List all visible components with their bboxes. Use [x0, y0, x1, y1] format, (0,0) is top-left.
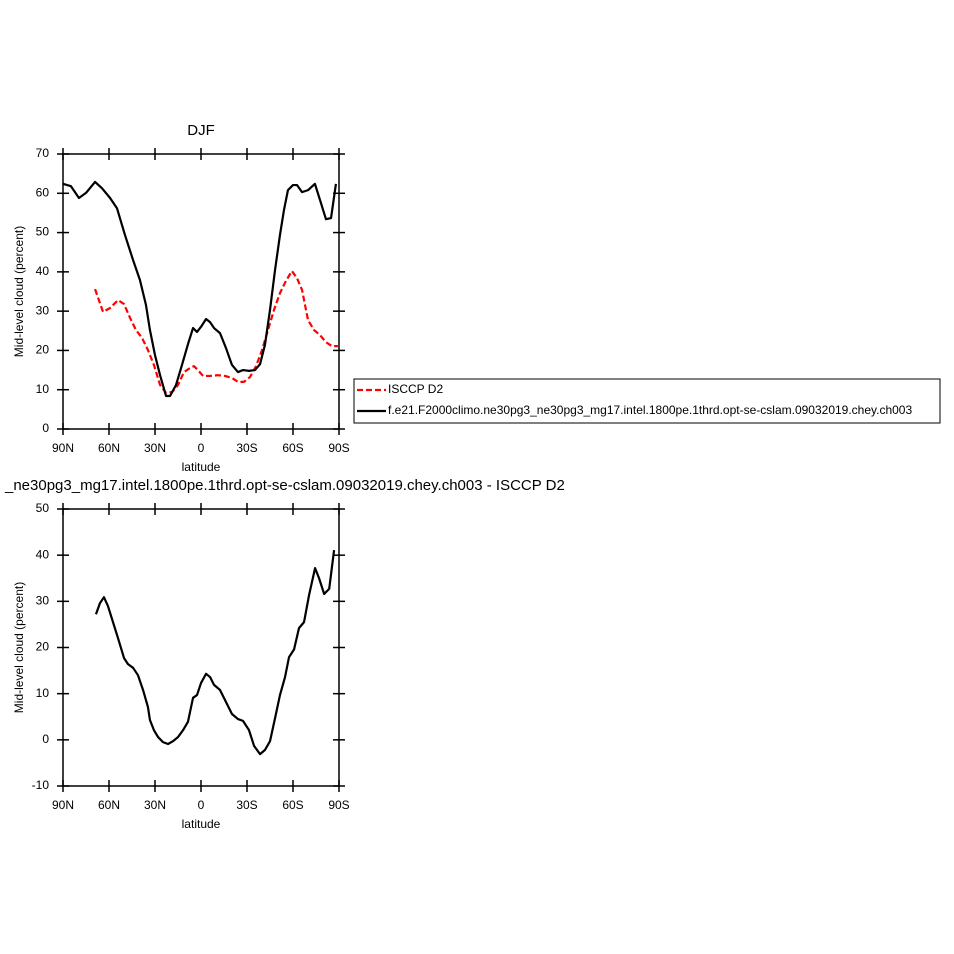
x-tick-label: 60N: [98, 798, 120, 812]
x-tick-label: 30S: [236, 441, 257, 455]
y-tick-label: 60: [36, 185, 50, 199]
y-tick-label: 0: [42, 421, 49, 435]
y-tick-label: 20: [36, 343, 50, 357]
y-tick-label: 50: [36, 501, 50, 515]
x-axis-label: latitude: [182, 817, 221, 831]
y-tick-label: 40: [36, 264, 50, 278]
legend-label: ISCCP D2: [388, 382, 443, 396]
legend-box: [353, 378, 941, 424]
x-tick-label: 90N: [52, 441, 74, 455]
chart-title: DJF: [187, 122, 215, 139]
line-series: [94, 269, 338, 394]
y-tick-label: 10: [36, 686, 50, 700]
x-tick-label: 90S: [328, 441, 349, 455]
y-tick-label: 30: [36, 303, 50, 317]
y-tick-label: 10: [36, 382, 50, 396]
x-tick-label: 0: [198, 441, 205, 455]
x-tick-label: 30N: [144, 798, 166, 812]
x-axis-label: latitude: [182, 460, 221, 474]
y-axis-label: Mid-level cloud (percent): [12, 582, 26, 713]
y-tick-label: 70: [36, 146, 50, 160]
y-tick-label: 50: [36, 225, 50, 239]
line-series: [94, 549, 336, 756]
y-tick-label: 30: [36, 594, 50, 608]
x-tick-label: 60N: [98, 441, 120, 455]
x-tick-label: 0: [198, 798, 205, 812]
x-tick-label: 30S: [236, 798, 257, 812]
x-tick-label: 60S: [282, 798, 303, 812]
y-tick-label: 0: [42, 732, 49, 746]
x-tick-label: 60S: [282, 441, 303, 455]
y-tick-label: 20: [36, 640, 50, 654]
line-series: [62, 180, 338, 398]
plot-frame: [62, 153, 340, 430]
y-tick-label: 40: [36, 547, 50, 561]
x-tick-label: 90S: [328, 798, 349, 812]
chart-title: _ne30pg3_mg17.intel.1800pe.1thrd.opt-se-…: [4, 477, 565, 494]
y-tick-label: -10: [32, 778, 50, 792]
legend-label: f.e21.F2000climo.ne30pg3_ne30pg3_mg17.in…: [388, 403, 912, 417]
y-axis-label: Mid-level cloud (percent): [12, 226, 26, 357]
plot-frame: [62, 508, 340, 787]
x-tick-label: 30N: [144, 441, 166, 455]
x-tick-label: 90N: [52, 798, 74, 812]
